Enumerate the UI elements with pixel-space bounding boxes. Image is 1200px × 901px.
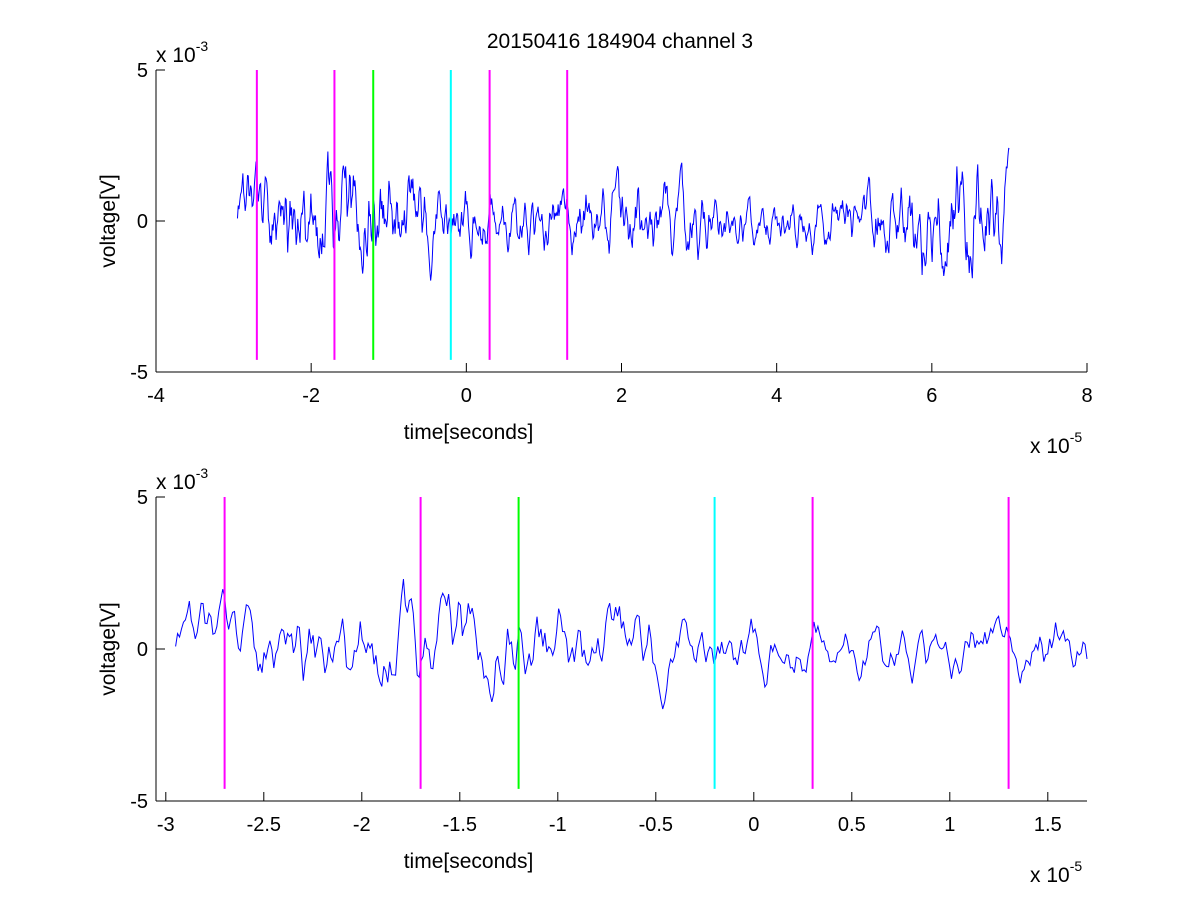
x-tick-label: -1.5 [443, 814, 477, 836]
x-tick-label: 4 [771, 385, 782, 407]
y-tick-label: 5 [137, 487, 148, 509]
y-tick-label: 0 [137, 639, 148, 661]
signal-line [236, 147, 1010, 281]
x-tick-label: -2.5 [247, 814, 281, 836]
y-axis-label: voltage[V] [97, 602, 120, 695]
y-axis-label: voltage[V] [97, 174, 120, 267]
y-tick-label: 0 [137, 211, 148, 233]
x-tick-label: 2 [616, 385, 627, 407]
x-tick-label: 6 [926, 385, 937, 407]
x-tick-label: 0 [461, 385, 472, 407]
bottom-plot: -3 -2.5 -2 -1.5 -1 -0.5 0 0.5 1 1.5 -5 0 5 time[secon… [97, 465, 1088, 887]
signal-line [175, 578, 1088, 710]
y-multiplier: x 10-3 [156, 465, 208, 494]
y-tick-label: -5 [130, 791, 148, 813]
x-multiplier: x 10-5 [1030, 429, 1082, 458]
x-tick-label: -3 [157, 814, 175, 836]
x-tick-label: -2 [302, 385, 320, 407]
y-multiplier: x 10-3 [156, 38, 208, 67]
x-tick-label: -2 [353, 814, 371, 836]
x-tick-label: 0.5 [838, 814, 866, 836]
y-tick-label: -5 [130, 362, 148, 384]
x-tick-label: -1 [549, 814, 567, 836]
x-tick-label: -4 [147, 385, 165, 407]
chart-title: 20150416 184904 channel 3 [487, 30, 753, 53]
x-multiplier: x 10-5 [1030, 858, 1082, 887]
x-tick-label: -0.5 [639, 814, 673, 836]
x-axis-label: time[seconds] [404, 850, 534, 873]
x-tick-label: 8 [1081, 385, 1092, 407]
x-tick-label: 1 [944, 814, 955, 836]
x-tick-label: 1.5 [1034, 814, 1062, 836]
x-tick-label: 0 [748, 814, 759, 836]
y-tick-label: 5 [137, 60, 148, 82]
x-axis-label: time[seconds] [404, 421, 534, 444]
top-plot: -4 -2 0 2 4 6 8 -5 0 5 time[seconds] voltage[V] x 10… [97, 38, 1093, 458]
